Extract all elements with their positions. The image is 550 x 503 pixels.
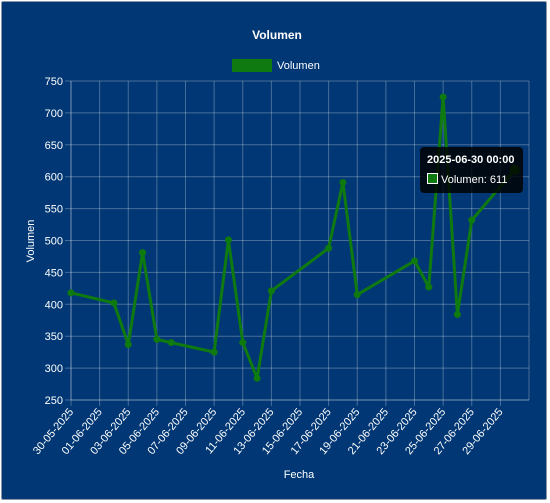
y-tick-label: 550 (45, 204, 63, 216)
data-point[interactable] (353, 291, 361, 299)
x-axis-title: Fecha (284, 469, 315, 481)
data-point[interactable] (468, 216, 476, 224)
series-volumen (67, 93, 520, 382)
y-tick-label: 700 (45, 108, 63, 120)
x-axis-ticks: 30-05-202501-06-202503-06-202505-06-2025… (31, 406, 506, 457)
data-point[interactable] (267, 287, 275, 295)
y-axis-title: Volumen (25, 220, 37, 263)
data-point[interactable] (139, 249, 147, 257)
y-axis-ticks: 250 300 350 400 450 500 550 600 650 700 750 (45, 76, 63, 407)
series-line (70, 95, 516, 380)
data-point[interactable] (453, 311, 461, 319)
data-point[interactable] (110, 299, 118, 307)
data-point[interactable] (167, 339, 175, 347)
y-tick-label: 750 (45, 76, 63, 88)
data-point[interactable] (439, 93, 447, 101)
y-tick-label: 300 (45, 363, 63, 375)
legend[interactable]: Volumen (232, 59, 320, 72)
chart-title: Volumen (252, 28, 302, 42)
y-tick-label: 500 (45, 236, 63, 248)
data-point[interactable] (210, 348, 218, 356)
grid (65, 80, 530, 406)
data-point[interactable] (153, 335, 161, 343)
legend-label: Volumen (277, 60, 320, 72)
y-tick-label: 600 (45, 172, 63, 184)
data-point[interactable] (325, 244, 333, 252)
data-point[interactable] (239, 339, 247, 347)
y-tick-label: 250 (45, 395, 63, 407)
y-tick-label: 350 (45, 331, 63, 343)
data-point[interactable] (339, 178, 347, 186)
y-tick-label: 650 (45, 140, 63, 152)
y-tick-label: 400 (45, 299, 63, 311)
tooltip-box (420, 147, 523, 193)
data-point[interactable] (67, 289, 75, 297)
data-point[interactable] (411, 257, 418, 265)
data-point[interactable] (253, 374, 261, 382)
tooltip: 2025-06-30 00:00 Volumen: 611 (420, 147, 523, 193)
y-tick-label: 450 (45, 267, 63, 279)
legend-swatch (232, 59, 272, 72)
data-point[interactable] (425, 283, 433, 291)
tooltip-title: 2025-06-30 00:00 (427, 154, 514, 166)
tooltip-swatch (427, 173, 438, 184)
data-point[interactable] (224, 236, 232, 244)
data-point[interactable] (124, 340, 132, 348)
tooltip-label: Volumen: 611 (441, 174, 507, 186)
